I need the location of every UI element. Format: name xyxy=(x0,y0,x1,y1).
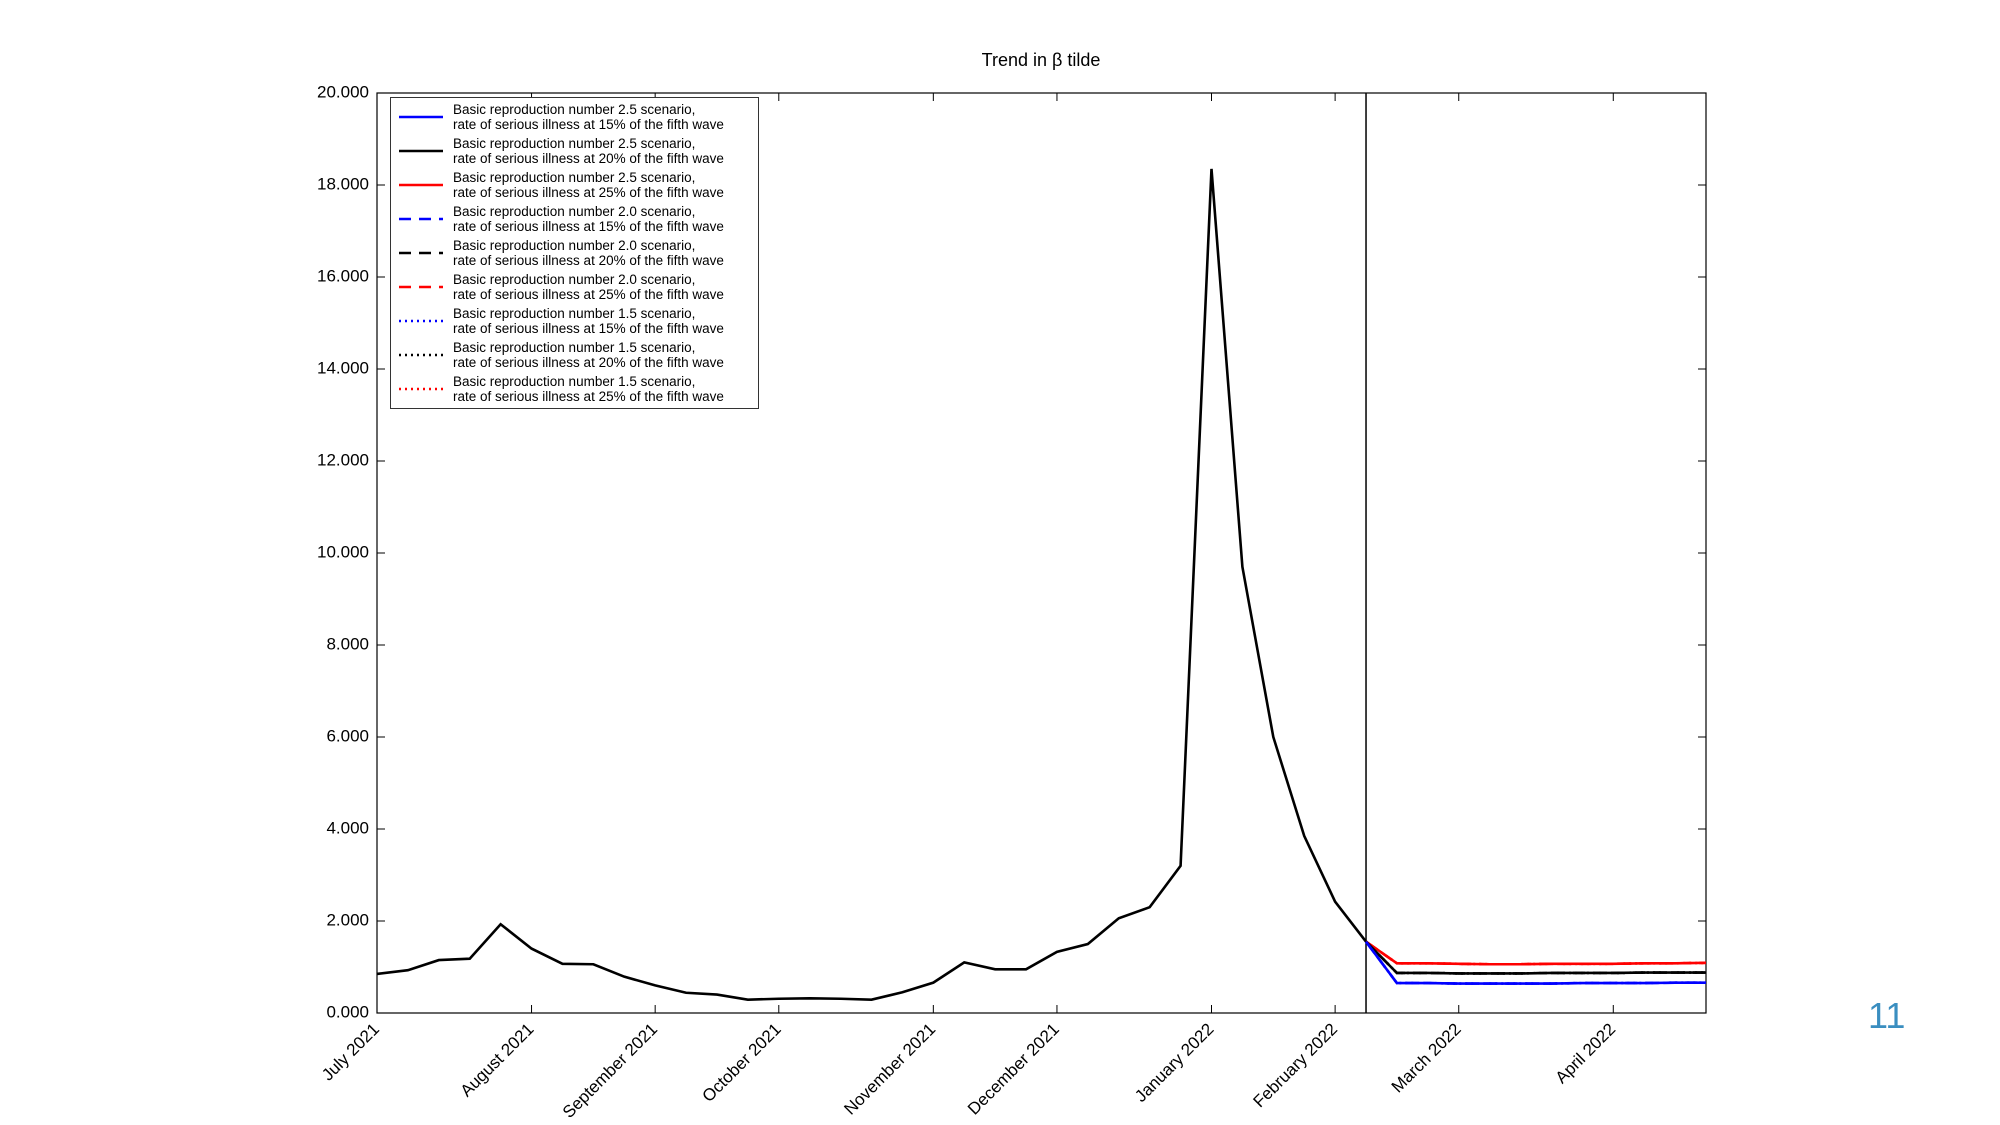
legend-entry: Basic reproduction number 2.0 scenario, … xyxy=(391,236,758,270)
x-tick-label: October 2021 xyxy=(699,1020,785,1106)
y-tick-label: 2.000 xyxy=(326,910,369,929)
x-tick-label: April 2022 xyxy=(1552,1020,1620,1088)
series-line xyxy=(1365,940,1706,975)
series-line xyxy=(376,168,1368,1001)
series-line xyxy=(1365,940,1707,966)
chart-title: Trend in β tilde xyxy=(982,50,1101,70)
y-tick-label: 10.000 xyxy=(317,542,369,561)
x-tick-label: December 2021 xyxy=(964,1020,1063,1119)
y-tick-label: 0.000 xyxy=(326,1002,369,1021)
y-tick-label: 4.000 xyxy=(326,818,369,837)
legend-swatch xyxy=(399,285,443,289)
legend-entry: Basic reproduction number 2.0 scenario, … xyxy=(391,270,758,304)
legend-entry: Basic reproduction number 2.5 scenario, … xyxy=(391,134,758,168)
series-line xyxy=(1365,940,1707,966)
x-tick-label: July 2021 xyxy=(318,1020,383,1085)
y-tick-label: 20.000 xyxy=(317,82,369,101)
legend-entry: Basic reproduction number 1.5 scenario, … xyxy=(391,372,758,406)
legend-swatch xyxy=(399,319,443,323)
legend-label: Basic reproduction number 2.5 scenario, … xyxy=(453,102,724,132)
legend-entry: Basic reproduction number 1.5 scenario, … xyxy=(391,304,758,338)
x-tick-label: November 2021 xyxy=(840,1020,939,1119)
legend-entry: Basic reproduction number 1.5 scenario, … xyxy=(391,338,758,372)
y-tick-label: 6.000 xyxy=(326,726,369,745)
legend-label: Basic reproduction number 2.5 scenario, … xyxy=(453,136,724,166)
x-tick-label: February 2022 xyxy=(1249,1020,1341,1112)
series-line xyxy=(1365,940,1707,966)
legend: Basic reproduction number 2.5 scenario, … xyxy=(390,97,759,409)
legend-entry: Basic reproduction number 2.0 scenario, … xyxy=(391,202,758,236)
series-line xyxy=(1364,940,1706,985)
legend-label: Basic reproduction number 2.0 scenario, … xyxy=(453,272,724,302)
legend-label: Basic reproduction number 1.5 scenario, … xyxy=(453,306,724,336)
legend-swatch xyxy=(399,115,443,119)
page-number: 11 xyxy=(1868,995,1906,1036)
legend-label: Basic reproduction number 2.0 scenario, … xyxy=(453,238,724,268)
legend-entry: Basic reproduction number 2.5 scenario, … xyxy=(391,168,758,202)
x-tick-label: August 2021 xyxy=(457,1020,538,1101)
x-tick-label: March 2022 xyxy=(1388,1020,1465,1097)
y-tick-label: 16.000 xyxy=(317,266,369,285)
y-tick-label: 18.000 xyxy=(317,174,369,193)
legend-swatch xyxy=(399,353,443,357)
legend-label: Basic reproduction number 1.5 scenario, … xyxy=(453,340,724,370)
legend-entry: Basic reproduction number 2.5 scenario, … xyxy=(391,100,758,134)
legend-label: Basic reproduction number 2.0 scenario, … xyxy=(453,204,724,234)
legend-label: Basic reproduction number 2.5 scenario, … xyxy=(453,170,724,200)
series-line xyxy=(1365,940,1706,975)
legend-swatch xyxy=(399,387,443,391)
x-tick-label: January 2022 xyxy=(1131,1020,1217,1106)
legend-swatch xyxy=(399,183,443,187)
y-tick-label: 8.000 xyxy=(326,634,369,653)
legend-label: Basic reproduction number 1.5 scenario, … xyxy=(453,374,724,404)
legend-swatch xyxy=(399,149,443,153)
x-tick-label: September 2021 xyxy=(559,1020,661,1122)
series-line xyxy=(1365,940,1706,975)
legend-swatch xyxy=(399,217,443,221)
y-tick-label: 12.000 xyxy=(317,450,369,469)
y-tick-label: 14.000 xyxy=(317,358,369,377)
legend-swatch xyxy=(399,251,443,255)
